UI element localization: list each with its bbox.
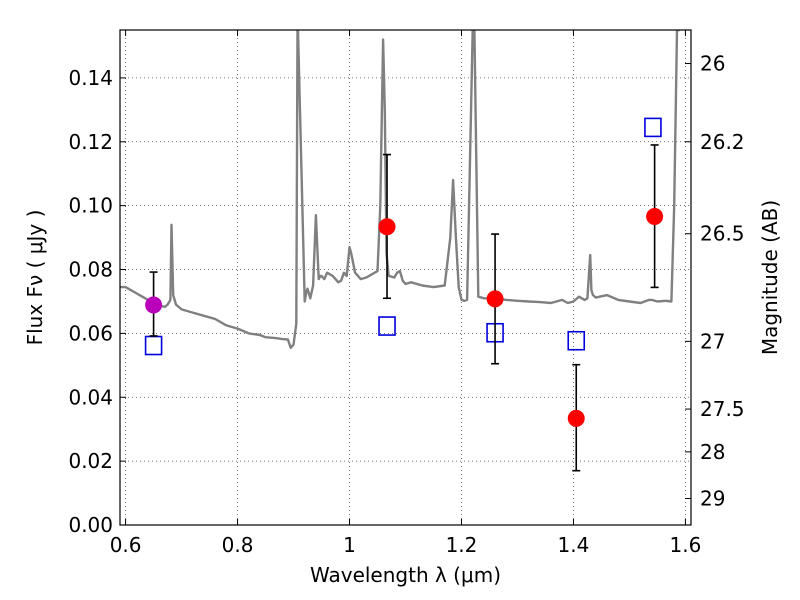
observed-point — [378, 218, 396, 236]
model-spectrum-line — [120, 30, 680, 349]
x-tick-label: 1 — [343, 533, 356, 557]
y-tick-label: 0.02 — [68, 449, 113, 473]
y2-tick-label: 28 — [700, 440, 725, 464]
x-tick-label: 0.6 — [110, 533, 142, 557]
x-tick-label: 0.8 — [222, 533, 254, 557]
model-photometry-square — [378, 316, 396, 336]
x-tick-label: 1.4 — [558, 533, 590, 557]
points-layer — [144, 117, 664, 472]
model-photometry-square — [567, 330, 586, 351]
axis-ticks: 0.6 0.8 1 1.2 1.4 1.6 0.00 0.02 0.04 0.06 0.08 0.10… — [68, 30, 745, 557]
observed-point — [567, 409, 585, 427]
y-tick-label: 0.08 — [68, 258, 113, 282]
spectrum-layer — [120, 30, 680, 349]
x-axis-title: Wavelength λ (μm) — [310, 563, 501, 587]
y2-axis-title: Magnitude (AB) — [758, 200, 782, 355]
y2-tick-label: 27.5 — [700, 397, 745, 421]
plot-frame — [119, 29, 692, 526]
grid — [120, 30, 691, 526]
observed-point — [486, 290, 504, 308]
y2-tick-label: 26 — [700, 52, 725, 76]
y-tick-label: 0.06 — [68, 321, 113, 345]
y-tick-label: 0.10 — [68, 194, 113, 218]
y2-tick-label: 27 — [700, 329, 725, 353]
y2-tick-label: 26.5 — [700, 222, 745, 246]
y-tick-label: 0.14 — [68, 66, 113, 90]
y-tick-label: 0.12 — [68, 130, 113, 154]
model-photometry-square — [644, 117, 662, 138]
y-tick-label: 0.04 — [68, 385, 113, 409]
y-axis-title: Flux Fν ( μJy ) — [23, 210, 47, 346]
x-tick-label: 1.2 — [446, 533, 478, 557]
model-photometry-square — [144, 335, 163, 356]
x-tick-label: 1.6 — [669, 533, 701, 557]
observed-point — [646, 208, 664, 226]
y-tick-label: 0.00 — [68, 513, 113, 537]
y2-tick-label: 26.2 — [700, 130, 745, 154]
y2-tick-label: 29 — [700, 486, 725, 510]
observed-point — [145, 296, 163, 314]
